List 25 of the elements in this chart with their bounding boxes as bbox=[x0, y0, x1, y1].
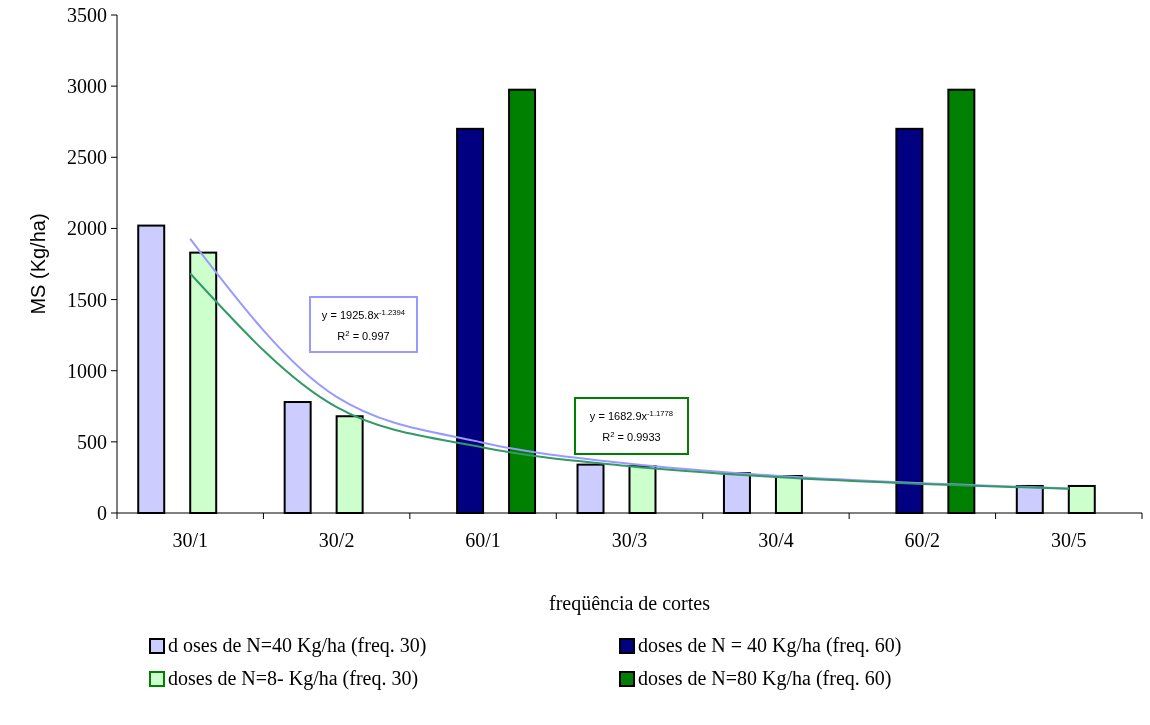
y-tick-label: 1000 bbox=[67, 359, 107, 382]
y-tick-label: 2500 bbox=[67, 146, 107, 169]
x-tick-label: 30/4 bbox=[758, 529, 794, 551]
y-tick-label: 2000 bbox=[67, 217, 107, 240]
x-tick-label: 30/1 bbox=[172, 529, 208, 551]
x-tick-label: 30/3 bbox=[611, 529, 648, 551]
legend-label: d oses de N=40 Kg/ha (freq. 30) bbox=[168, 634, 427, 657]
x-axis-title: freqüência de cortes bbox=[548, 592, 711, 615]
legend-label: doses de N=80 Kg/ha (freq. 60) bbox=[638, 667, 892, 690]
annotation: R$^{2}$ = 0.9933 bbox=[602, 429, 661, 443]
y-tick-label: 3500 bbox=[67, 4, 107, 26]
legend-label: doses de N=8- Kg/ha (freq. 30) bbox=[168, 667, 419, 690]
x-tick-label: 60/1 bbox=[465, 529, 501, 551]
x-tick-label: 30/5 bbox=[1051, 529, 1087, 551]
y-axis-title: MS (Kg/ha) bbox=[27, 213, 49, 315]
annotation: y = 1925.8x$^{-1.2394}$ bbox=[321, 307, 406, 321]
x-tick-label: 30/2 bbox=[318, 529, 355, 551]
y-tick-label: 1500 bbox=[67, 288, 107, 311]
annotation: y = 1682.9x$^{-1.1778}$ bbox=[589, 408, 674, 422]
y-tick-label: 0 bbox=[97, 502, 107, 524]
x-tick-label: 60/2 bbox=[904, 529, 941, 551]
y-tick-label: 3000 bbox=[67, 75, 107, 98]
y-tick-label: 500 bbox=[77, 430, 107, 453]
legend-label: doses de N = 40 Kg/ha (freq. 60) bbox=[638, 634, 902, 657]
annotation: R$^{2}$ = 0.997 bbox=[337, 328, 390, 342]
